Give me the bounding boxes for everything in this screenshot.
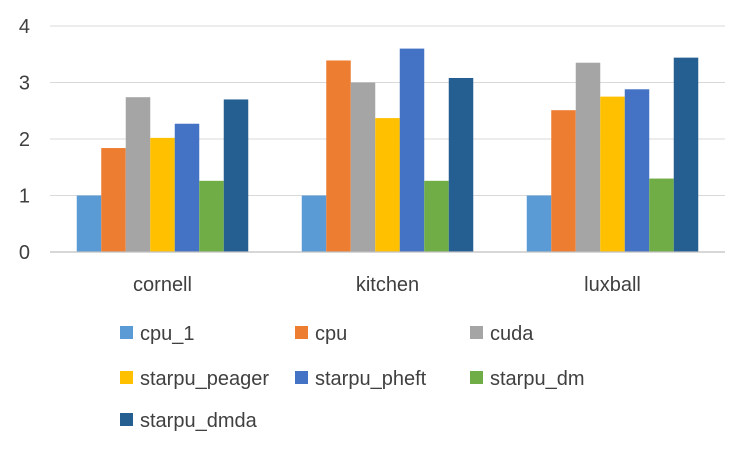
bars — [76, 48, 699, 253]
bar-starpu_dmda-luxball — [673, 57, 699, 252]
bar-starpu_pheft-cornell — [174, 123, 200, 253]
x-tick-label: cornell — [133, 274, 192, 296]
bar-starpu_dm-luxball — [649, 178, 674, 252]
bar-cpu_1-kitchen — [301, 195, 327, 252]
legend-swatch-cpu_1 — [120, 326, 133, 339]
bar-starpu_dmda-cornell — [223, 99, 249, 252]
legend-swatch-starpu_peager — [120, 371, 133, 384]
x-tick-label: kitchen — [356, 274, 419, 296]
legend-swatch-cpu — [295, 326, 308, 339]
legend-label-cpu: cpu — [315, 323, 347, 345]
y-tick-label: 3 — [19, 73, 30, 95]
bar-starpu_peager-luxball — [600, 96, 625, 252]
bar-starpu_dm-cornell — [199, 180, 224, 252]
bar-starpu_pheft-luxball — [624, 89, 650, 252]
legend-label-starpu_dm: starpu_dm — [490, 368, 585, 390]
bar-starpu_pheft-kitchen — [399, 48, 425, 252]
legend-label-starpu_pheft: starpu_pheft — [315, 368, 427, 390]
legend-label-starpu_peager: starpu_peager — [140, 368, 269, 390]
y-tick-label: 4 — [19, 16, 30, 38]
y-tick-label: 2 — [19, 129, 30, 151]
legend-label-starpu_dmda: starpu_dmda — [140, 410, 258, 432]
bar-cpu_1-cornell — [76, 195, 102, 252]
bar-cuda-cornell — [125, 97, 151, 252]
bar-cuda-kitchen — [350, 82, 376, 252]
legend-swatch-starpu_dmda — [120, 413, 133, 426]
bar-cpu-cornell — [101, 148, 126, 252]
bar-cpu-kitchen — [326, 60, 351, 253]
axes: 0 1 2 3 4 cornell kitchen luxball — [19, 16, 725, 296]
bar-starpu_dm-kitchen — [424, 180, 449, 252]
legend-label-cuda: cuda — [490, 323, 534, 345]
legend-swatch-starpu_pheft — [295, 371, 308, 384]
legend-swatch-cuda — [470, 326, 483, 339]
bar-starpu_peager-kitchen — [375, 118, 400, 252]
bar-cpu-luxball — [551, 110, 576, 252]
legend-label-cpu_1: cpu_1 — [140, 323, 195, 345]
bar-cuda-luxball — [575, 62, 601, 252]
y-tick-label: 0 — [19, 242, 30, 264]
bar-starpu_peager-cornell — [150, 137, 175, 252]
bar-starpu_dmda-kitchen — [448, 77, 474, 252]
bar-cpu_1-luxball — [526, 195, 552, 252]
legend-swatch-starpu_dm — [470, 371, 483, 384]
x-tick-label: luxball — [584, 274, 641, 296]
y-tick-label: 1 — [19, 186, 30, 208]
